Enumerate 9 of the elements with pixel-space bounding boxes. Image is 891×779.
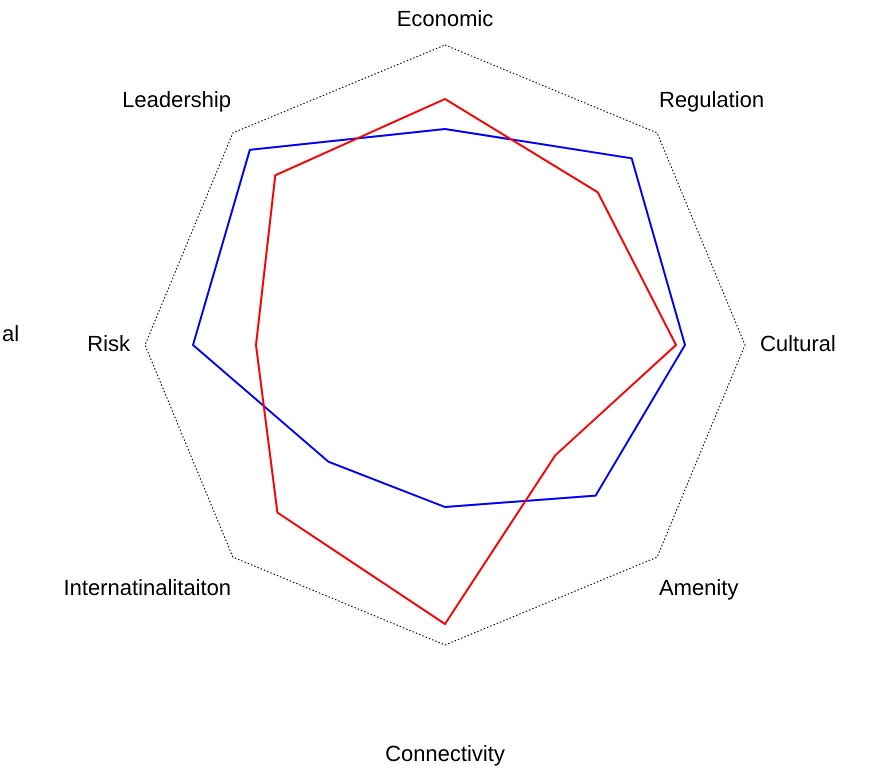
spoke-label: Regulation [658,86,764,112]
spoke-label: Connectivity [385,740,505,766]
spoke-label: Risk [87,330,131,356]
spoke-label: Internatinalitaiton [63,574,232,600]
text: al [2,320,20,346]
spoke-label: Amenity [658,574,738,600]
spoke-label: Cultural [760,330,836,356]
spoke-label: Economic [396,6,494,31]
spoke-label: Leadership [122,86,232,112]
